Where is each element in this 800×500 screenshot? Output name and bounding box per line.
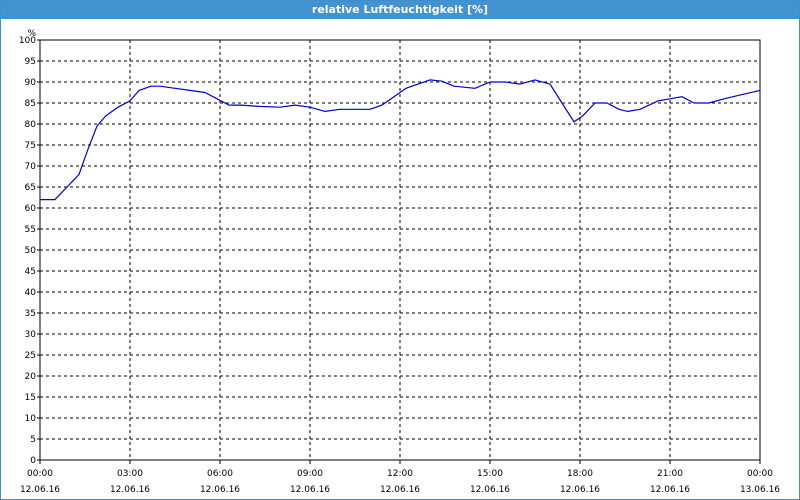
x-tick-label-date: 12.06.16	[20, 485, 60, 495]
plot-border	[39, 39, 761, 461]
x-tick-label-time: 12:00	[387, 469, 413, 479]
y-tick-label: 30	[25, 330, 37, 340]
y-tick-label: 55	[25, 225, 36, 235]
y-tick-label: 15	[25, 393, 36, 403]
y-tick-label: 80	[25, 120, 37, 130]
x-tick-label-date: 12.06.16	[290, 485, 330, 495]
x-tick-label-time: 00:00	[747, 469, 773, 479]
x-tick-label-date: 12.06.16	[470, 485, 510, 495]
x-tick-label-time: 09:00	[297, 469, 323, 479]
y-tick-label: 0	[30, 456, 36, 466]
humidity-series-line	[40, 79, 761, 201]
x-tick-label-time: 18:00	[567, 469, 593, 479]
y-tick-label: 35	[25, 309, 36, 319]
y-tick-label: 65	[25, 183, 36, 193]
x-tick-label-date: 12.06.16	[200, 485, 240, 495]
y-tick-label: 75	[25, 141, 36, 151]
y-tick-label: 50	[25, 246, 37, 256]
x-tick-label-time: 21:00	[657, 469, 683, 479]
y-tick-label: 90	[25, 78, 37, 88]
y-tick-label: 60	[25, 204, 37, 214]
y-tick-label: 85	[25, 99, 36, 109]
y-tick-label: 10	[25, 414, 37, 424]
y-tick-label: 40	[25, 288, 37, 298]
x-tick-label-date: 12.06.16	[560, 485, 600, 495]
y-tick-label: 45	[25, 267, 36, 277]
x-tick-label-time: 15:00	[477, 469, 503, 479]
y-tick-label: 100	[19, 36, 36, 46]
x-tick-label-date: 12.06.16	[380, 485, 420, 495]
chart-title: relative Luftfeuchtigkeit [%]	[1, 1, 799, 19]
y-tick-label: 20	[25, 372, 37, 382]
x-tick-label-date: 12.06.16	[110, 485, 150, 495]
x-tick-label-time: 03:00	[117, 469, 143, 479]
x-tick-label-date: 13.06.16	[740, 485, 780, 495]
y-tick-label: 5	[30, 435, 36, 445]
y-tick-label: 25	[25, 351, 36, 361]
x-tick-label-date: 12.06.16	[650, 485, 690, 495]
y-tick-label: 95	[25, 57, 36, 67]
y-axis-label: %	[27, 29, 36, 39]
y-tick-label: 70	[25, 162, 37, 172]
x-tick-label-time: 06:00	[207, 469, 233, 479]
x-tick-label-time: 00:00	[27, 469, 53, 479]
